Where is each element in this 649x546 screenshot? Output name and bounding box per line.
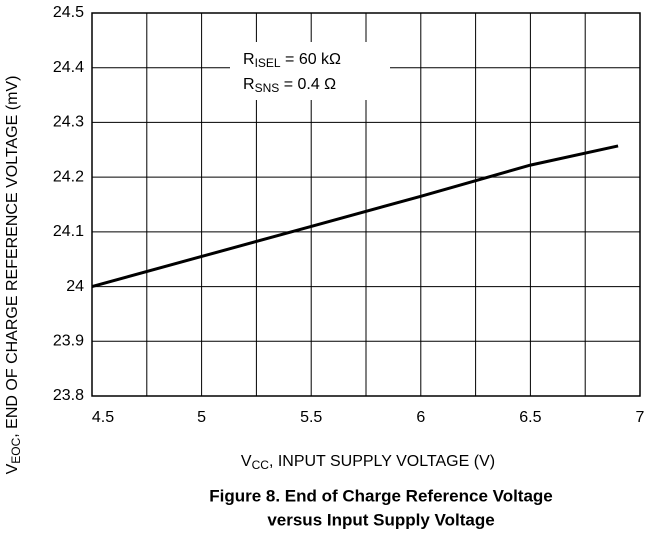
x-axis-label: VCC, INPUT SUPPLY VOLTAGE (V) <box>241 453 495 472</box>
plot-frame <box>91 12 641 397</box>
annotation: RSNS = 0.4 Ω <box>243 76 336 95</box>
x-tick-label: 7 <box>636 409 645 426</box>
x-tick-label: 4.5 <box>92 409 114 426</box>
data-line <box>91 144 619 289</box>
x-tick-label: 5 <box>197 409 206 426</box>
y-tick-label: 24.3 <box>53 114 84 131</box>
annotation: RISEL = 60 kΩ <box>243 51 341 70</box>
y-tick-label: 23.8 <box>53 387 84 404</box>
x-tick-label: 5.5 <box>300 409 322 426</box>
caption: versus Input Supply Voltage <box>267 510 494 529</box>
y-tick-label: 24.1 <box>53 223 84 240</box>
annotation-box <box>230 42 390 100</box>
y-tick-label: 23.9 <box>53 333 84 350</box>
x-tick-label: 6 <box>416 409 425 426</box>
y-tick-label: 24.2 <box>53 168 84 185</box>
y-tick-label: 24.5 <box>53 4 84 21</box>
y-tick-label: 24.4 <box>53 59 84 76</box>
y-tick-label: 24 <box>66 278 84 295</box>
x-tick-label: 6.5 <box>519 409 541 426</box>
caption: Figure 8. End of Charge Reference Voltag… <box>209 486 553 505</box>
y-axis-label: VEOC, END OF CHARGE REFERENCE VOLTAGE (m… <box>4 76 23 475</box>
